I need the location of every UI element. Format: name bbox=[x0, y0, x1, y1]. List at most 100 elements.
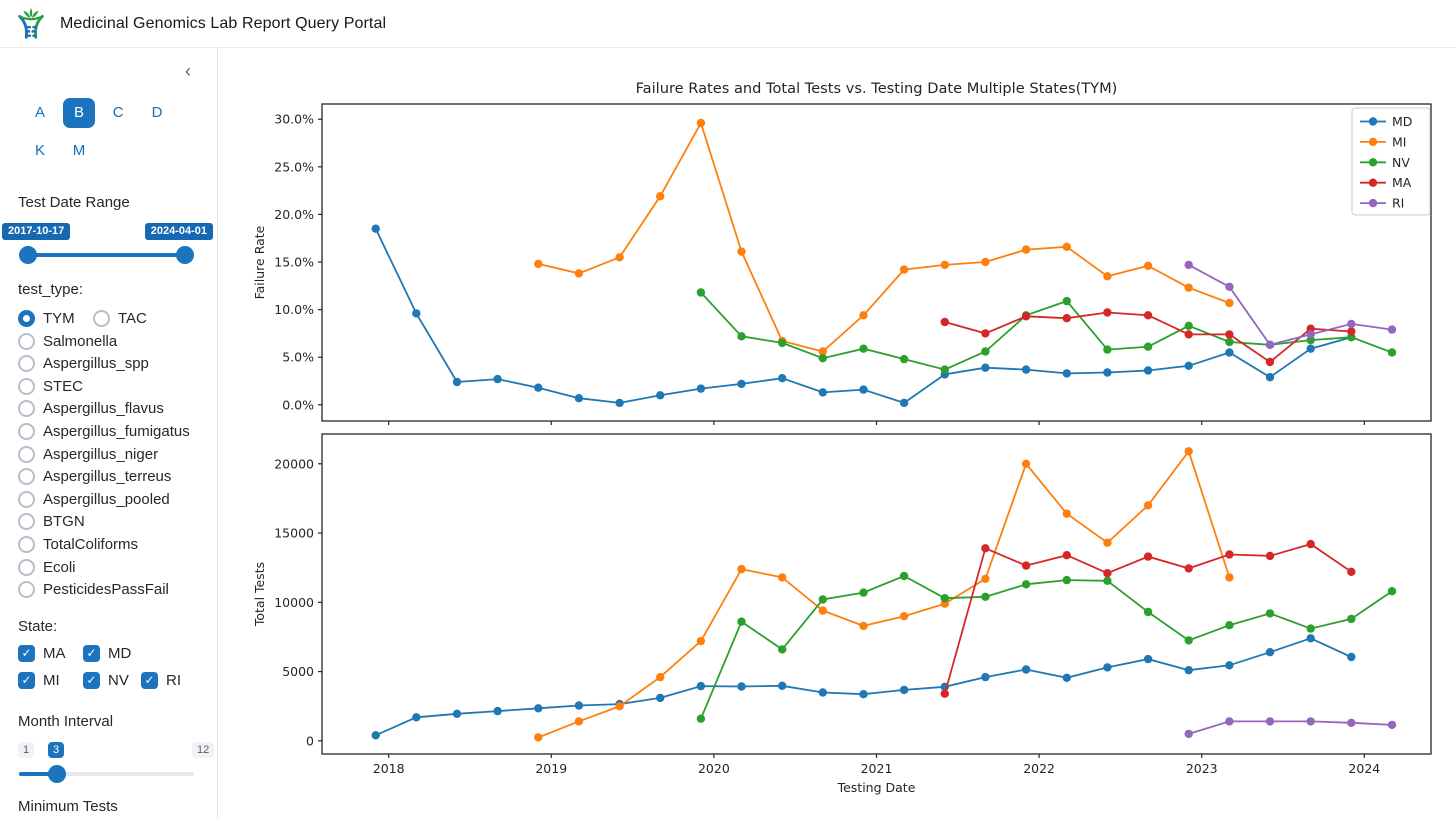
radio-label: Aspergillus_flavus bbox=[43, 400, 164, 418]
checkmark-icon[interactable]: ✓ bbox=[83, 645, 100, 662]
checkmark-icon[interactable]: ✓ bbox=[18, 645, 35, 662]
chart-area: 0.0% 5.0% 10.0% 15.0% 20.0% 25.0% 30.0% Failure… bbox=[218, 48, 1456, 819]
tab-d[interactable]: D bbox=[151, 104, 163, 121]
svg-text:Total Tests: Total Tests bbox=[252, 562, 267, 627]
date-range-slider-handle-start[interactable] bbox=[19, 246, 37, 264]
radio-circle-icon[interactable] bbox=[18, 513, 35, 531]
svg-text:Failure Rates and Total Tests: Failure Rates and Total Tests vs. Testin… bbox=[636, 80, 1118, 97]
radio-circle-icon[interactable] bbox=[18, 581, 35, 599]
radio-aspergillus_niger[interactable]: Aspergillus_niger bbox=[18, 445, 158, 463]
radio-aspergillus_flavus[interactable]: Aspergillus_flavus bbox=[18, 400, 164, 418]
svg-text:30.0%: 30.0% bbox=[274, 112, 314, 127]
radio-totalcoliforms[interactable]: TotalColiforms bbox=[18, 536, 138, 553]
tab-k[interactable]: K bbox=[34, 142, 45, 159]
date-range-slider[interactable] bbox=[19, 246, 194, 264]
radio-pesticidespassfail[interactable]: PesticidesPassFail bbox=[18, 581, 169, 599]
test-type-label: test_type: bbox=[18, 281, 84, 298]
svg-text:2023: 2023 bbox=[1186, 761, 1218, 776]
radio-label: Aspergillus_pooled bbox=[43, 490, 170, 508]
radio-circle-icon[interactable] bbox=[18, 332, 35, 350]
radio-stec[interactable]: STEC bbox=[18, 377, 84, 395]
radio-circle-icon[interactable] bbox=[18, 400, 35, 418]
radio-circle-icon[interactable] bbox=[18, 490, 35, 508]
page-title: Medicinal Genomics Lab Report Query Port… bbox=[60, 14, 387, 32]
svg-text:2019: 2019 bbox=[535, 761, 567, 776]
svg-text:NV: NV bbox=[1392, 155, 1410, 170]
svg-text:2018: 2018 bbox=[373, 761, 405, 776]
month-interval-slider-handle[interactable] bbox=[48, 765, 66, 783]
radio-ecoli[interactable]: Ecoli bbox=[18, 558, 76, 576]
month-interval-min: 1 bbox=[18, 742, 35, 758]
date-range-end-value: 2024-04-01 bbox=[144, 223, 213, 240]
checkmark-icon[interactable]: ✓ bbox=[18, 672, 35, 689]
radio-circle-icon[interactable] bbox=[18, 377, 35, 395]
svg-text:0.0%: 0.0% bbox=[282, 397, 314, 412]
date-range-start-value: 2017-10-17 bbox=[2, 223, 71, 240]
month-interval-slider[interactable] bbox=[19, 765, 194, 783]
radio-label: Ecoli bbox=[43, 558, 76, 576]
radio-label: TAC bbox=[118, 310, 147, 327]
radio-circle-icon[interactable] bbox=[18, 355, 35, 373]
svg-text:2024: 2024 bbox=[1348, 761, 1380, 776]
radio-tac[interactable]: TAC bbox=[93, 310, 147, 327]
svg-text:Testing Date: Testing Date bbox=[837, 780, 916, 795]
tab-b[interactable]: B bbox=[63, 98, 95, 128]
checkbox-state-ma[interactable]: ✓ MA bbox=[18, 645, 66, 662]
tab-m[interactable]: M bbox=[72, 142, 86, 159]
radio-label: TotalColiforms bbox=[43, 536, 139, 553]
checkmark-icon[interactable]: ✓ bbox=[141, 672, 158, 689]
radio-label: Salmonella bbox=[43, 332, 118, 350]
date-range-slider-handle-end[interactable] bbox=[176, 246, 194, 264]
svg-text:0: 0 bbox=[306, 733, 314, 748]
svg-text:5.0%: 5.0% bbox=[282, 350, 314, 365]
svg-text:2020: 2020 bbox=[698, 761, 730, 776]
month-interval-label: Month Interval bbox=[18, 713, 114, 730]
svg-text:10.0%: 10.0% bbox=[274, 302, 314, 317]
svg-text:10000: 10000 bbox=[274, 595, 314, 610]
checkbox-state-md[interactable]: ✓ MD bbox=[83, 645, 131, 662]
radio-aspergillus_pooled[interactable]: Aspergillus_pooled bbox=[18, 490, 170, 508]
app-header: Medicinal Genomics Lab Report Query Port… bbox=[0, 0, 1456, 48]
checkbox-label: MI bbox=[43, 672, 60, 689]
radio-salmonella[interactable]: Salmonella bbox=[18, 332, 118, 350]
radio-circle-icon[interactable] bbox=[18, 310, 35, 327]
svg-text:RI: RI bbox=[1392, 196, 1404, 211]
svg-text:15000: 15000 bbox=[274, 526, 314, 541]
checkbox-state-nv[interactable]: ✓ NV bbox=[83, 672, 129, 689]
svg-text:MD: MD bbox=[1392, 114, 1412, 129]
svg-text:20000: 20000 bbox=[274, 456, 314, 471]
checkmark-icon[interactable]: ✓ bbox=[83, 672, 100, 689]
checkbox-label: NV bbox=[108, 672, 129, 689]
month-interval-max: 12 bbox=[192, 742, 215, 758]
svg-text:MA: MA bbox=[1392, 175, 1412, 190]
radio-circle-icon[interactable] bbox=[18, 468, 35, 486]
radio-circle-icon[interactable] bbox=[18, 445, 35, 463]
radio-label: Aspergillus_terreus bbox=[43, 468, 172, 486]
radio-label: Aspergillus_fumigatus bbox=[43, 423, 190, 440]
radio-label: Aspergillus_spp bbox=[43, 355, 149, 373]
radio-circle-icon[interactable] bbox=[18, 423, 35, 440]
radio-aspergillus_terreus[interactable]: Aspergillus_terreus bbox=[18, 468, 172, 486]
radio-label: STEC bbox=[43, 377, 84, 395]
checkbox-label: MD bbox=[108, 645, 132, 662]
dna-plant-logo-icon bbox=[18, 7, 44, 39]
checkbox-state-ri[interactable]: ✓ RI bbox=[141, 672, 181, 689]
radio-circle-icon[interactable] bbox=[18, 536, 35, 553]
collapse-sidebar-icon[interactable]: ‹ bbox=[185, 61, 191, 81]
radio-circle-icon[interactable] bbox=[93, 310, 110, 327]
radio-btgn[interactable]: BTGN bbox=[18, 513, 85, 531]
radio-aspergillus_spp[interactable]: Aspergillus_spp bbox=[18, 355, 149, 373]
radio-circle-icon[interactable] bbox=[18, 558, 35, 576]
minimum-tests-label: Minimum Tests bbox=[18, 798, 118, 815]
radio-tym[interactable]: TYM bbox=[18, 310, 75, 327]
svg-text:15.0%: 15.0% bbox=[274, 255, 314, 270]
checkbox-state-mi[interactable]: ✓ MI bbox=[18, 672, 60, 689]
tab-c[interactable]: C bbox=[112, 104, 124, 121]
state-label: State: bbox=[18, 618, 58, 635]
tab-a[interactable]: A bbox=[34, 104, 45, 121]
radio-aspergillus_fumigatus[interactable]: Aspergillus_fumigatus bbox=[18, 423, 190, 440]
